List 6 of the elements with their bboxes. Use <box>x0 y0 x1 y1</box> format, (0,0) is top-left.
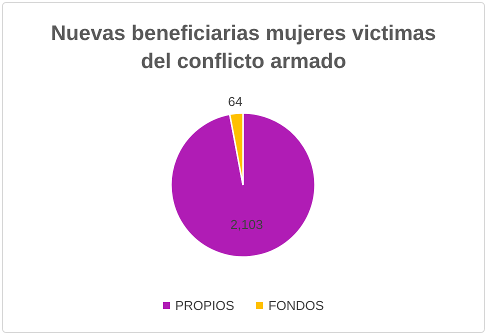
data-label: 2,103 <box>230 216 263 232</box>
data-label: 64 <box>228 94 242 109</box>
legend-label: PROPIOS <box>175 298 234 313</box>
pie-slice <box>170 112 316 258</box>
legend-label: FONDOS <box>268 298 324 313</box>
chart-title: Nuevas beneficiarias mujeres victimas del conflicto armado <box>50 21 438 75</box>
